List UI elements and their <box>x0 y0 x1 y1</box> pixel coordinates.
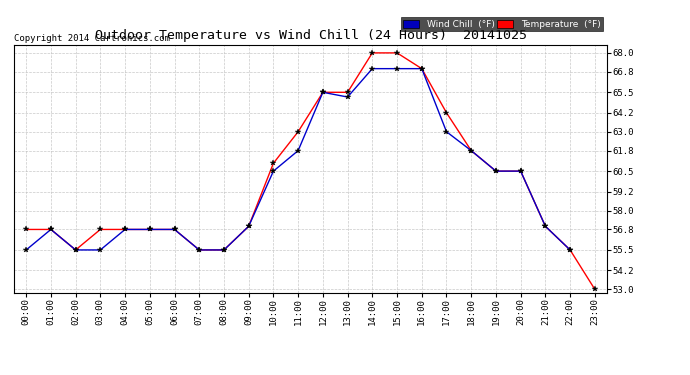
Text: Copyright 2014 Cartronics.com: Copyright 2014 Cartronics.com <box>14 33 170 42</box>
Legend: Wind Chill  (°F), Temperature  (°F): Wind Chill (°F), Temperature (°F) <box>401 17 602 31</box>
Title: Outdoor Temperature vs Wind Chill (24 Hours)  20141025: Outdoor Temperature vs Wind Chill (24 Ho… <box>95 30 526 42</box>
